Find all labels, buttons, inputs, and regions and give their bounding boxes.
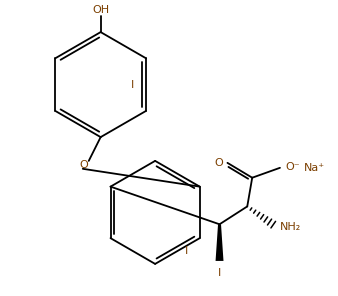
- Polygon shape: [216, 224, 223, 261]
- Text: O⁻: O⁻: [285, 162, 299, 172]
- Text: OH: OH: [92, 5, 109, 15]
- Text: I: I: [185, 246, 188, 256]
- Text: O: O: [215, 158, 223, 168]
- Text: Na⁺: Na⁺: [304, 163, 325, 173]
- Text: NH₂: NH₂: [280, 222, 301, 232]
- Text: O: O: [79, 160, 88, 170]
- Text: I: I: [218, 268, 221, 278]
- Text: I: I: [131, 80, 134, 90]
